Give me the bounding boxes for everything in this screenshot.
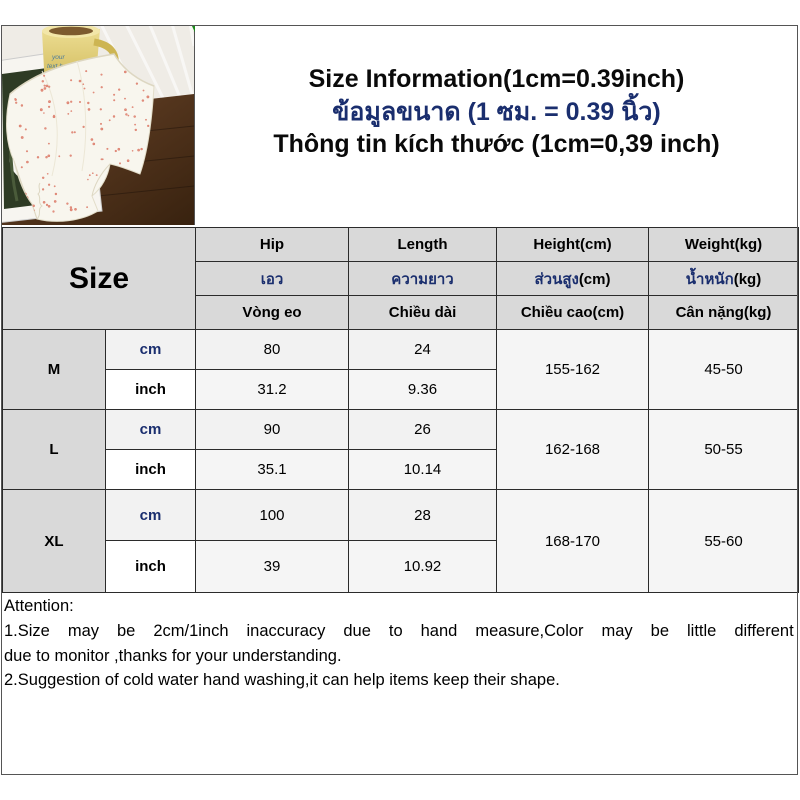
svg-text:your: your (51, 54, 65, 61)
